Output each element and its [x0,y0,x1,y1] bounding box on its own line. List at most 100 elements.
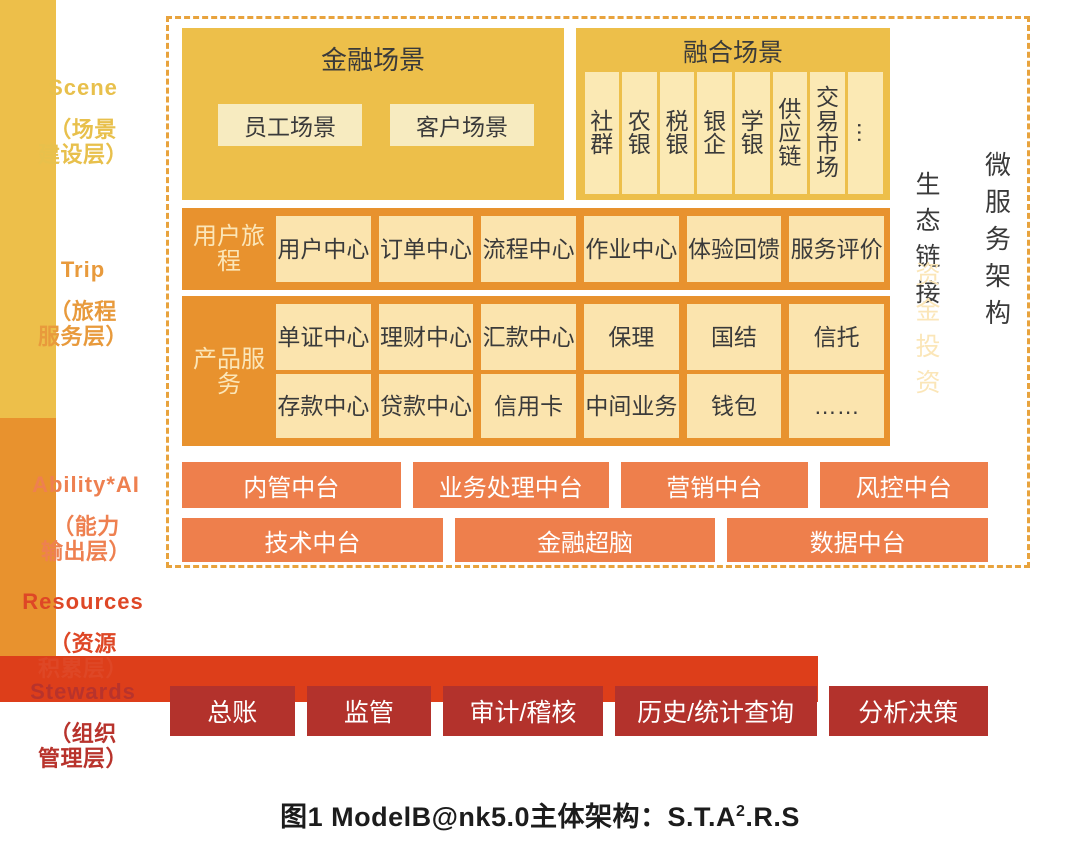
fusion-scene-item-text: 交易市场 [816,84,840,181]
caption-prefix: 图1 ModelB@nk5.0主体架构：S.T.A [280,802,736,832]
product-item-r1-text: 保理 [608,323,655,350]
caption-superscript: 2 [735,803,746,820]
ability-item-row2-3[interactable]: 数据中台 [727,518,988,562]
layer-label-resources-cn: （资源 积累层） [37,631,128,682]
product-item-r2-2[interactable]: 贷款中心 [378,374,474,438]
product-item-r1-text: 理财中心 [379,323,472,350]
fund-investment-panel [0,418,56,656]
product-item-r1-3[interactable]: 汇款中心 [481,304,576,370]
ability-item-row1-4[interactable]: 风控中台 [819,462,988,508]
user-journey-label: 用户旅程 [193,222,265,275]
microservice-architecture-text: 微服务架构 [984,149,1011,328]
product-item-r2-6[interactable]: …… [789,374,884,438]
stewards-item-5[interactable]: 分析决策 [828,686,988,736]
journey-item-2[interactable]: 订单中心 [378,216,474,282]
journey-item-text: 体验回馈 [687,235,780,262]
ability-item-row1-1[interactable]: 内管中台 [182,462,401,508]
resources-item-1[interactable]: 客户数据资源 [197,611,348,639]
product-item-r2-3[interactable]: 信用卡 [481,374,576,438]
layer-label-trip-en: Trip [60,256,106,282]
journey-item-1[interactable]: 用户中心 [276,216,371,282]
fusion-scene-item-text: 农银 [627,107,651,157]
product-item-r1-1[interactable]: 单证中心 [276,304,371,370]
product-item-r2-text: 信用卡 [494,392,564,419]
journey-item-text: 用户中心 [277,235,370,262]
product-item-r1-text: 单证中心 [277,323,370,350]
product-item-r2-5[interactable]: 钱包 [686,374,782,438]
layer-label-scene: Scene （场景 建设层） [0,58,166,186]
product-item-r1-text: 汇款中心 [482,323,575,350]
resources-item-2[interactable]: 外部数据资源 [401,611,552,639]
fusion-scene-item-text: … [852,120,879,146]
product-item-r1-text: 国结 [710,323,757,350]
product-item-r2-1[interactable]: 存款中心 [276,374,371,438]
fusion-scene-item-5[interactable]: 学银 [735,72,770,194]
fund-investment-text: 资金投资 [915,261,941,397]
layer-label-trip: Trip （旅程 服务层） [0,240,166,368]
ability-item-row2-1[interactable]: 技术中台 [182,518,443,562]
layer-label-ability-cn: （能力 输出层） [40,514,131,565]
product-service-label: 产品服务 [193,345,265,398]
fusion-scene-item-6[interactable]: 供应链 [772,72,808,194]
fusion-scene-item-2[interactable]: 农银 [622,72,657,194]
journey-item-text: 订单中心 [379,235,472,262]
layer-label-resources: Resources （资源 积累层） [0,572,166,700]
layer-label-scene-en: Scene [48,74,118,100]
ability-item-row1-3[interactable]: 营销中台 [621,462,808,508]
layer-label-ability: Ability*AI （能力 输出层） [0,455,172,583]
resources-item-4[interactable]: 机构数据资源 [810,611,961,639]
journey-item-text: 流程中心 [482,235,575,262]
journey-item-text: 作业中心 [585,235,678,262]
fusion-scene-item-7[interactable]: 交易市场 [810,72,845,194]
fusion-scene-item-text: 银企 [703,107,727,157]
stewards-item-2[interactable]: 监管 [306,686,432,736]
product-item-r2-4[interactable]: 中间业务 [584,374,679,438]
ability-item-row2-2[interactable]: 金融超脑 [454,518,716,562]
fusion-scene-item-text: 社群 [590,107,614,157]
product-item-r2-text: 钱包 [710,392,757,419]
fund-investment-label[interactable]: 资金投资 [900,208,956,446]
fusion-scene-item-text: 学银 [740,107,764,157]
journey-item-text: 服务评价 [790,235,883,262]
fusion-scene-item-4[interactable]: 银企 [697,72,732,194]
microservice-architecture-label: 微服务架构 [968,28,1028,446]
journey-item-5[interactable]: 体验回馈 [686,216,782,282]
figure-caption: 图1 ModelB@nk5.0主体架构：S.T.A2.R.S [0,795,1080,834]
layer-label-trip-cn: （旅程 服务层） [37,299,128,350]
fusion-scene-item-text: 供应链 [778,95,802,169]
layer-label-stewards-cn: （组织 管理层） [37,721,128,772]
product-item-r2-text: 中间业务 [585,392,678,419]
scene-item-employee[interactable]: 员工场景 [218,104,362,146]
fusion-scene-title: 融合场景 [682,39,783,67]
product-item-r1-4[interactable]: 保理 [584,304,679,370]
product-item-r2-text: 存款中心 [277,392,370,419]
stewards-item-1[interactable]: 总账 [170,686,295,736]
journey-item-6[interactable]: 服务评价 [789,216,884,282]
fusion-scene-item-8[interactable]: … [847,72,883,194]
caption-suffix: .R.S [745,802,800,832]
product-item-r1-text: 信托 [813,323,860,350]
layer-label-stewards-en: Stewards [30,678,136,704]
product-item-r1-5[interactable]: 国结 [686,304,782,370]
stewards-item-3[interactable]: 审计/稽核 [443,686,603,736]
eco-link-panel [0,0,56,418]
fusion-scene-item-1[interactable]: 社群 [584,72,620,194]
fusion-scene-item-3[interactable]: 税银 [659,72,695,194]
platform-boundary-frame [166,16,1030,568]
eco-link-text: 生态链接 [915,171,941,307]
stewards-item-4[interactable]: 历史/统计查询 [614,686,817,736]
layer-label-ability-en: Ability*AI [32,471,140,497]
resources-item-3[interactable]: 政府数据资源 [606,611,757,639]
journey-item-3[interactable]: 流程中心 [481,216,576,282]
fusion-scene-item-text: 税银 [665,107,689,157]
eco-link-label[interactable]: 生态链接 [900,28,956,446]
ability-item-row1-2[interactable]: 业务处理中台 [412,462,609,508]
product-item-r2-text: …… [813,392,860,419]
product-item-r2-text: 贷款中心 [379,392,472,419]
layer-label-stewards: Stewards （组织 管理层） [0,662,166,790]
journey-item-4[interactable]: 作业中心 [584,216,679,282]
product-item-r1-6[interactable]: 信托 [789,304,884,370]
scene-item-customer[interactable]: 客户场景 [390,104,534,146]
product-item-r1-2[interactable]: 理财中心 [378,304,474,370]
